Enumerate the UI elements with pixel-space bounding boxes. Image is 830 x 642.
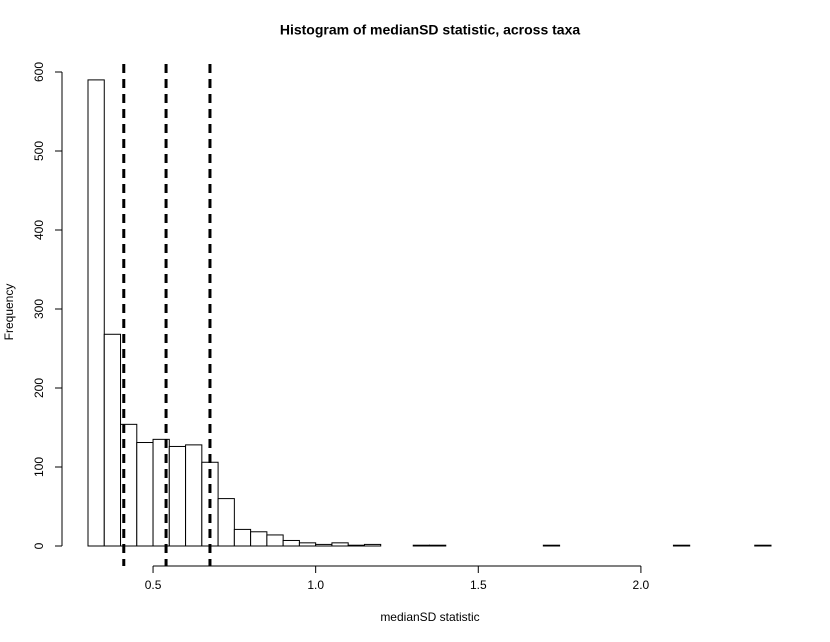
bar <box>331 542 349 547</box>
bar <box>136 442 154 547</box>
bar <box>754 544 772 547</box>
y-tick-label: 400 <box>32 220 46 240</box>
bar <box>429 544 447 547</box>
x-tick-label: 1.0 <box>307 578 324 592</box>
x-tick-label: 0.5 <box>145 578 162 592</box>
bar <box>363 543 382 547</box>
bar <box>672 544 691 547</box>
bar <box>266 534 284 547</box>
bar <box>315 543 333 547</box>
bar <box>233 528 252 547</box>
bar <box>217 498 235 547</box>
y-tick-label: 100 <box>32 457 46 477</box>
x-tick-label: 2.0 <box>633 578 650 592</box>
y-tick-label: 500 <box>32 141 46 161</box>
y-tick-label: 200 <box>32 378 46 398</box>
bar <box>87 79 105 547</box>
bar <box>282 539 300 547</box>
x-axis-label: medianSD statistic <box>380 610 479 624</box>
y-tick-label: 0 <box>32 542 46 549</box>
y-axis-label: Frequency <box>2 284 16 341</box>
y-tick-label: 600 <box>32 62 46 82</box>
bar <box>347 544 365 547</box>
bar <box>412 544 431 547</box>
bar <box>250 531 268 547</box>
bar <box>185 444 203 547</box>
bar <box>168 445 187 547</box>
y-tick-label: 300 <box>32 299 46 319</box>
chart-title: Histogram of medianSD statistic, across … <box>280 22 581 38</box>
bar <box>542 544 561 547</box>
bar <box>103 333 122 547</box>
x-tick-label: 1.5 <box>470 578 487 592</box>
bar <box>298 542 317 547</box>
